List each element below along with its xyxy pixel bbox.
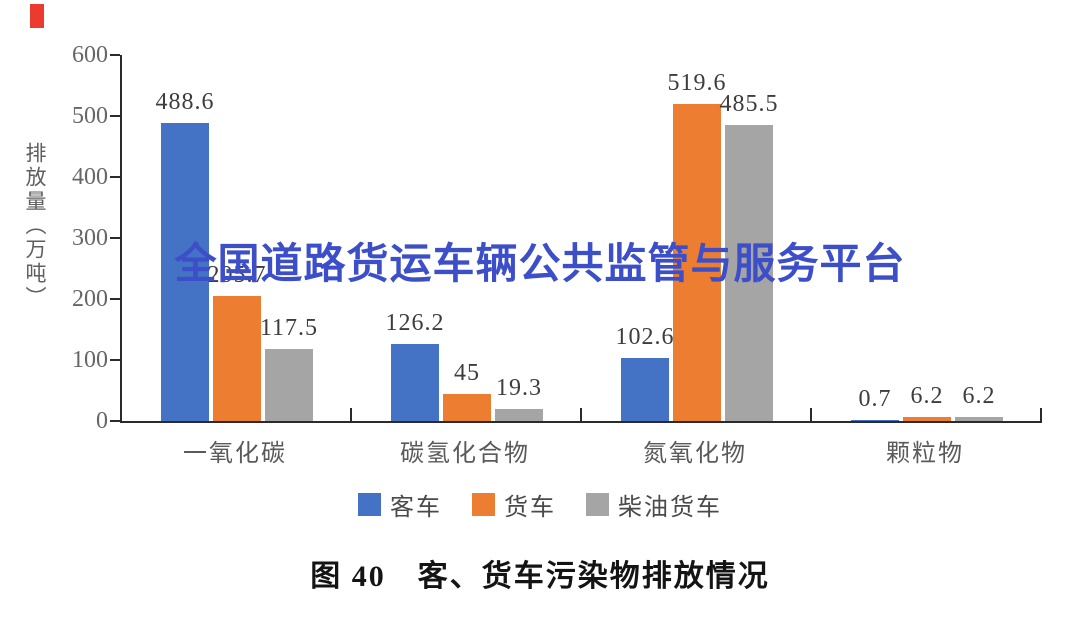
value-label: 488.6 (155, 88, 215, 115)
y-tick-mark (110, 359, 120, 361)
bar-货车-颗粒物 (903, 417, 951, 421)
y-tick-label: 600 (72, 42, 108, 68)
value-label: 485.5 (719, 90, 779, 117)
legend-swatch (358, 493, 381, 516)
y-tick-label: 300 (72, 225, 108, 251)
bar-客车-碳氢化合物 (391, 344, 439, 421)
y-tick-label: 100 (72, 347, 108, 373)
bar-客车-颗粒物 (851, 420, 899, 421)
watermark-text: 全国道路货运车辆公共监管与服务平台 (174, 240, 906, 287)
category-label-碳氢化合物: 碳氢化合物 (400, 441, 530, 467)
legend-item-货车: 货车 (472, 487, 556, 522)
bar-货车-碳氢化合物 (443, 393, 491, 421)
legend-label: 柴油货车 (618, 495, 722, 521)
value-label: 126.2 (385, 310, 445, 337)
value-label: 0.7 (858, 386, 892, 412)
x-tick-mark (580, 408, 582, 421)
value-label: 117.5 (259, 315, 319, 342)
y-tick-label: 400 (72, 164, 108, 190)
y-tick-mark (110, 54, 120, 56)
red-bookmark-mark (30, 4, 44, 28)
category-label-颗粒物: 颗粒物 (886, 441, 964, 467)
y-tick-label: 0 (96, 408, 108, 434)
x-tick-mark (810, 408, 812, 421)
legend-label: 货车 (504, 495, 556, 521)
legend-item-柴油货车: 柴油货车 (586, 487, 722, 522)
bar-客车-氮氧化物 (621, 358, 669, 421)
y-tick-mark (110, 237, 120, 239)
bar-柴油货车-碳氢化合物 (495, 409, 543, 421)
value-label: 19.3 (496, 375, 542, 402)
legend: 客车 货车 柴油货车 (0, 487, 1080, 522)
y-tick-label: 500 (72, 103, 108, 129)
bar-柴油货车-一氧化碳 (265, 349, 313, 421)
value-label: 519.6 (667, 70, 727, 97)
legend-swatch (586, 493, 609, 516)
y-tick-label: 200 (72, 286, 108, 312)
bar-货车-一氧化碳 (213, 295, 261, 421)
figure-caption: 图 40 客、货车污染物排放情况 (310, 560, 770, 593)
bar-柴油货车-氮氧化物 (725, 124, 773, 421)
value-label: 102.6 (615, 324, 675, 351)
bar-客车-一氧化碳 (161, 122, 209, 421)
plot-area: 488.6 205.7 117.5 126.2 45 19.3 102.6 519.6 485.… (120, 55, 1042, 423)
y-axis-title: 排放量（万吨） (23, 142, 47, 310)
legend-item-客车: 客车 (358, 487, 442, 522)
x-tick-mark (1040, 408, 1042, 421)
x-tick-mark (350, 408, 352, 421)
legend-label: 客车 (390, 495, 442, 521)
value-label: 6.2 (962, 383, 996, 410)
value-label: 205.7 (207, 261, 267, 288)
value-label: 6.2 (910, 383, 944, 410)
bar-货车-氮氧化物 (673, 104, 721, 421)
y-tick-mark (110, 176, 120, 178)
y-tick-mark (110, 115, 120, 117)
bar-柴油货车-颗粒物 (955, 417, 1003, 421)
category-label-氮氧化物: 氮氧化物 (643, 441, 747, 467)
legend-swatch (472, 493, 495, 516)
category-label-一氧化碳: 一氧化碳 (183, 441, 287, 467)
y-tick-mark (110, 298, 120, 300)
value-label: 45 (454, 359, 480, 386)
y-tick-mark (110, 420, 120, 422)
